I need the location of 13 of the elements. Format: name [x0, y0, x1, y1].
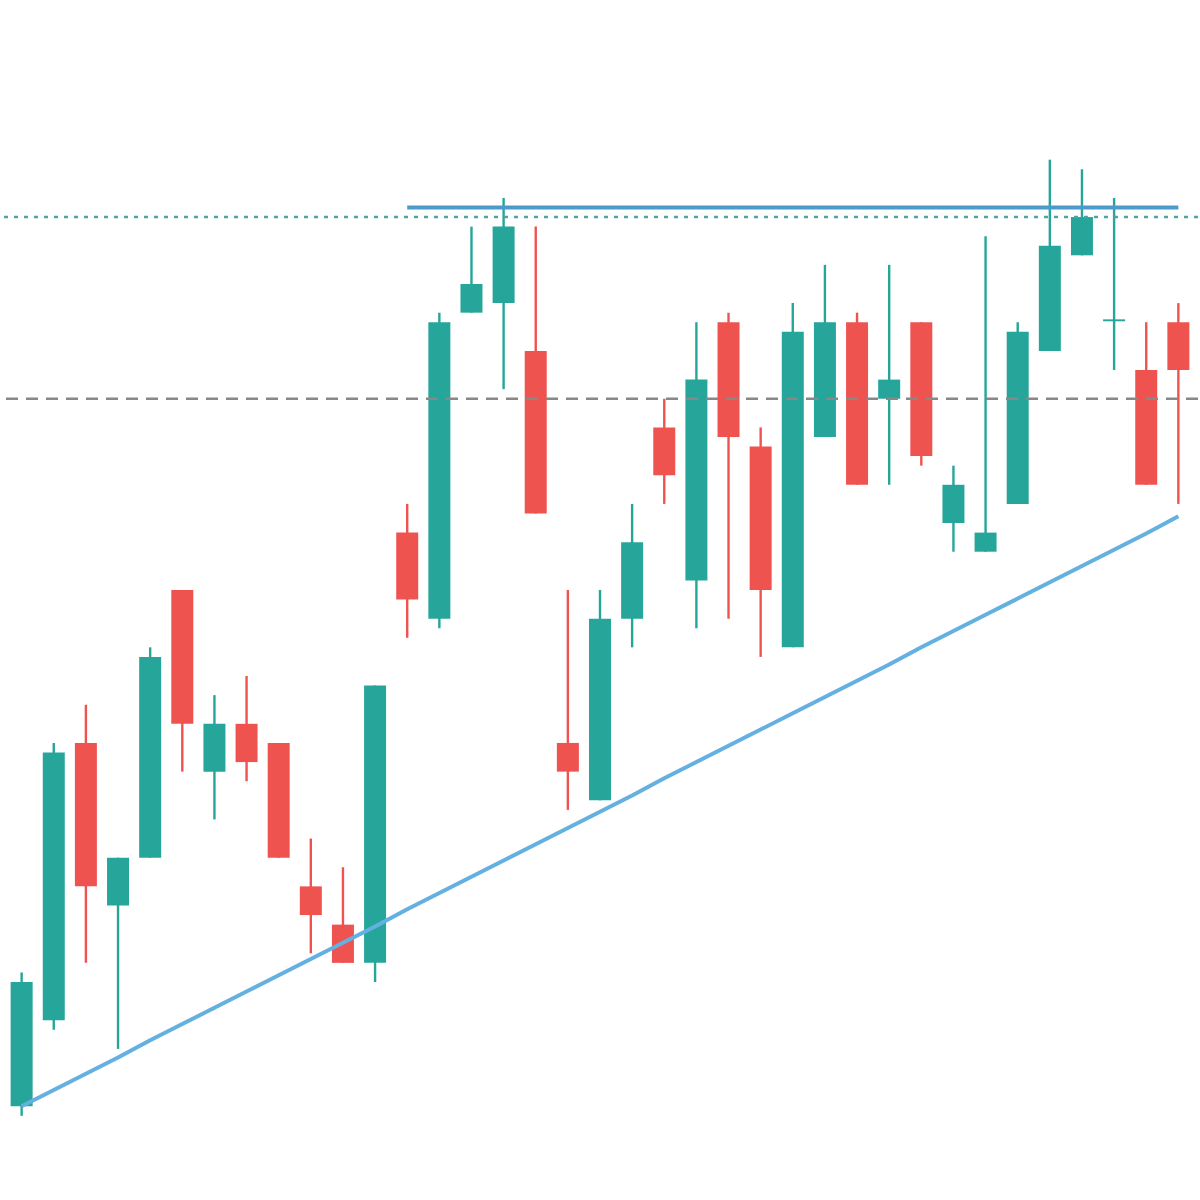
- candlestick: [653, 397, 676, 506]
- candlestick: [107, 856, 130, 1051]
- candlestick: [1167, 301, 1190, 506]
- candlestick: [1103, 196, 1126, 372]
- candlestick: [556, 588, 579, 812]
- candlestick: [235, 674, 258, 783]
- candlestick: [942, 464, 965, 553]
- candlestick: [299, 837, 322, 955]
- candlestick: [878, 263, 901, 486]
- candlestick: [974, 234, 997, 553]
- candlestick: [203, 693, 226, 821]
- candlestick: [460, 225, 483, 314]
- candlestick: [1070, 168, 1093, 257]
